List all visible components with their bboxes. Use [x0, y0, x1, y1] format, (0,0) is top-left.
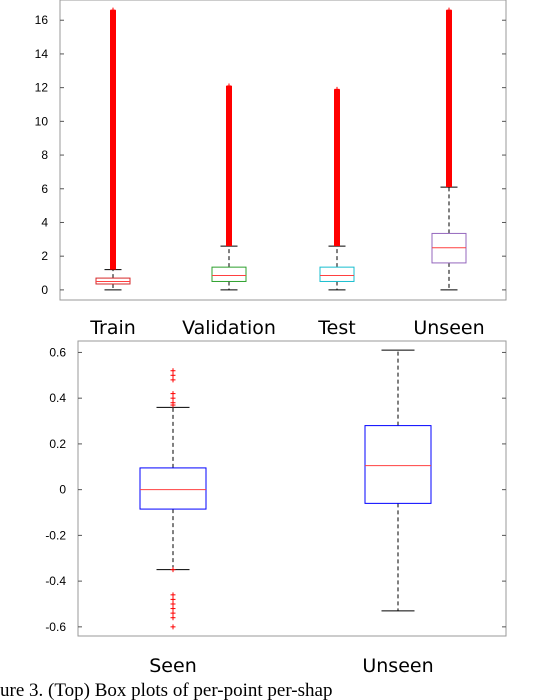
y-tick-label: 0 — [41, 283, 48, 297]
category-label-seen: Seen — [149, 655, 196, 677]
box-iqr — [139, 467, 207, 510]
outlier-marker — [170, 610, 176, 616]
category-label-train: Train — [89, 317, 136, 339]
y-tick-label: -0.2 — [45, 528, 66, 542]
category-label-test: Test — [317, 317, 355, 339]
box-iqr — [319, 266, 355, 282]
box-iqr — [364, 425, 432, 504]
outlier-marker — [446, 16, 452, 22]
outlier-marker — [170, 368, 176, 374]
outlier-marker — [170, 567, 176, 573]
y-tick-label: -0.6 — [45, 620, 66, 634]
outlier-marker — [334, 95, 340, 101]
y-tick-label: 0.2 — [49, 437, 66, 451]
outlier-band — [110, 10, 116, 270]
box-unseen — [431, 7, 467, 291]
box-seen — [139, 368, 207, 630]
outlier-marker — [170, 402, 176, 408]
y-tick-label: 16 — [35, 13, 49, 27]
bottom-box-plot: -0.6 -0.4 -0.2 0 0.2 0.4 0.6 — [45, 340, 507, 637]
outlier-marker — [110, 16, 116, 22]
y-tick-label: 14 — [35, 47, 49, 61]
outlier-marker — [170, 372, 176, 378]
top-box-plot: 0 2 4 6 8 10 12 14 16 — [35, 0, 507, 301]
outlier-band — [226, 85, 232, 247]
box-unseen — [364, 349, 432, 612]
outlier-marker — [226, 92, 232, 98]
y-tick-label: 6 — [41, 182, 48, 196]
outlier-marker — [170, 601, 176, 607]
box-test — [319, 86, 355, 291]
outlier-marker — [170, 615, 176, 621]
y-tick-label: 0.4 — [49, 391, 66, 405]
outlier-marker — [170, 377, 176, 383]
box-train — [95, 7, 131, 291]
outlier-marker — [170, 592, 176, 598]
y-tick-label: 0.6 — [49, 345, 66, 359]
outlier-band — [446, 10, 452, 188]
bottom-category-labels: Seen Unseen — [149, 655, 433, 677]
y-tick-label: 0 — [59, 483, 66, 497]
outlier-marker — [170, 395, 176, 401]
figure-caption: ure 3. (Top) Box plots of per-point per-… — [0, 680, 332, 700]
outlier-marker — [170, 391, 176, 397]
category-label-unseen-bottom: Unseen — [362, 655, 433, 677]
outlier-marker — [170, 606, 176, 612]
plot-frame — [77, 340, 507, 637]
plot-frame — [59, 0, 507, 301]
y-tick-label: 4 — [41, 215, 48, 229]
box-iqr — [211, 266, 247, 282]
y-tick-label: 8 — [41, 148, 48, 162]
outlier-marker — [170, 596, 176, 602]
y-tick-label: -0.4 — [45, 574, 66, 588]
category-label-validation: Validation — [182, 317, 276, 339]
top-category-labels: Train Validation Test Unseen — [89, 317, 484, 339]
category-label-unseen: Unseen — [413, 317, 484, 339]
outlier-band — [334, 89, 340, 247]
y-tick-label: 12 — [35, 81, 49, 95]
y-tick-label: 2 — [41, 249, 48, 263]
y-tick-label: 10 — [35, 114, 49, 128]
box-validation — [211, 83, 247, 291]
outlier-marker — [170, 624, 176, 630]
